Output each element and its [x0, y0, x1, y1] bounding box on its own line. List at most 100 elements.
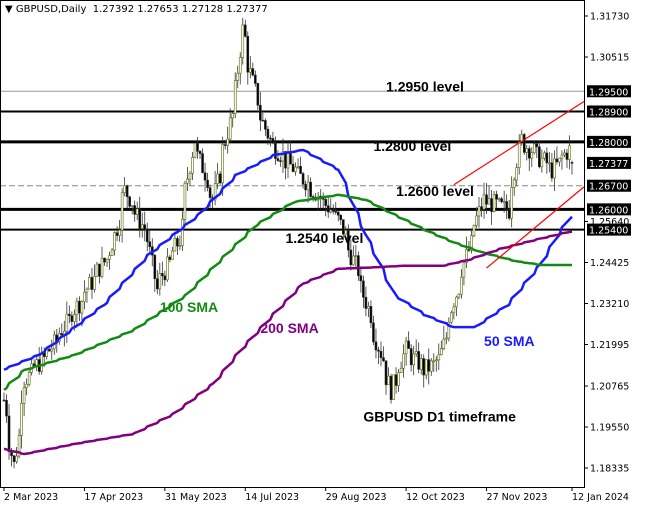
candle — [477, 206, 481, 217]
candle — [399, 367, 403, 374]
candle — [269, 137, 272, 140]
candle — [176, 238, 179, 247]
annotation-label: 200 SMA — [260, 320, 318, 336]
candle — [20, 403, 23, 436]
candle — [339, 214, 343, 220]
candle — [527, 148, 531, 159]
candle — [216, 173, 219, 184]
candle — [286, 153, 290, 169]
candle — [261, 119, 265, 122]
candle — [198, 151, 202, 154]
candle — [525, 148, 529, 153]
candle — [88, 277, 91, 290]
candle — [482, 194, 486, 210]
level-price-label: 1.25400 — [589, 226, 628, 237]
candle — [256, 83, 260, 106]
candle — [123, 185, 126, 194]
candle — [545, 152, 549, 164]
candle — [289, 153, 292, 165]
y-tick-label: 1.24425 — [590, 258, 629, 269]
candle — [495, 194, 498, 200]
plot-frame — [0, 0, 585, 488]
candle — [191, 157, 194, 174]
candle — [492, 194, 496, 213]
level-price-label: 1.26700 — [589, 182, 628, 193]
level-price-label-box — [587, 85, 631, 98]
candle — [208, 187, 212, 198]
candle — [173, 238, 177, 252]
candle — [324, 199, 327, 206]
y-tick-label: 1.31730 — [590, 12, 629, 23]
level-price-label-box — [587, 105, 631, 118]
candle — [264, 120, 267, 130]
x-tick-label: 12 Jan 2024 — [572, 492, 629, 503]
candle — [47, 348, 51, 352]
y-tick-label: 1.21995 — [590, 340, 629, 351]
level-price-label: 1.28900 — [589, 107, 628, 118]
candle — [490, 198, 493, 213]
candle — [161, 273, 164, 277]
candle — [78, 300, 81, 314]
candle — [424, 359, 428, 376]
candle — [379, 350, 383, 359]
candle — [7, 415, 11, 453]
candle — [432, 360, 436, 363]
candle — [447, 321, 451, 339]
candle — [80, 301, 84, 314]
candle — [254, 74, 257, 84]
candle — [357, 255, 360, 276]
candle — [507, 209, 511, 219]
candle — [294, 166, 297, 172]
candle — [105, 258, 109, 263]
candle — [196, 142, 199, 152]
candle — [73, 314, 76, 322]
candle — [138, 208, 142, 229]
triangle-down-icon[interactable]: ▼ — [5, 4, 13, 15]
candle — [462, 262, 466, 278]
sma-line-100-sma — [3, 193, 572, 391]
sma-line-200-sma — [3, 230, 573, 456]
candle — [434, 359, 438, 362]
candle — [522, 134, 526, 153]
x-tick-label: 29 Aug 2023 — [326, 492, 387, 503]
candle — [135, 208, 139, 215]
candle — [497, 198, 501, 200]
candle — [515, 167, 519, 181]
candle — [133, 205, 136, 215]
candle — [331, 209, 335, 212]
candle — [311, 196, 315, 198]
candle — [186, 178, 189, 184]
candle — [555, 158, 559, 163]
candle — [128, 196, 131, 207]
candle — [299, 166, 302, 174]
candle — [246, 36, 250, 73]
candle — [565, 152, 569, 160]
annotation-label: 100 SMA — [160, 299, 218, 315]
candle — [2, 399, 6, 402]
candle — [394, 374, 398, 386]
candle — [344, 230, 348, 235]
candle — [183, 182, 187, 220]
candle — [301, 173, 305, 185]
candle — [402, 353, 405, 369]
candle — [362, 280, 365, 298]
candle — [168, 256, 172, 260]
candle — [530, 152, 534, 159]
candle — [450, 312, 453, 323]
trendline — [453, 100, 585, 186]
candle — [65, 313, 69, 332]
candle — [467, 249, 471, 251]
candle — [93, 276, 96, 290]
sma-line-50-sma — [3, 148, 573, 371]
x-tick-label: 31 May 2023 — [165, 492, 227, 503]
candle — [417, 351, 420, 370]
candle — [452, 306, 456, 314]
candle — [15, 455, 18, 462]
candle — [480, 206, 483, 210]
candle — [125, 185, 129, 198]
candle — [349, 249, 353, 266]
candle — [70, 315, 74, 322]
ohlc-readout: 1.27392 1.27653 1.27128 1.27377 — [92, 4, 268, 15]
candle — [143, 224, 147, 230]
